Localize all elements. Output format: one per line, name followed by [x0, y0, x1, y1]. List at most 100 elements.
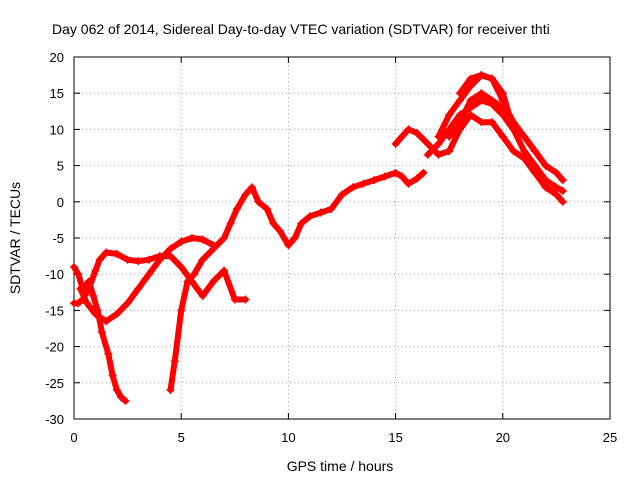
data-point	[112, 386, 121, 395]
data-point	[558, 197, 567, 206]
data-point	[145, 270, 154, 279]
data-point	[247, 183, 256, 192]
data-point	[466, 96, 475, 105]
y-axis-ticks: -30 -25 -20 -15 -10 -5 0 5 10 15 20	[45, 50, 610, 427]
data-point	[177, 237, 186, 246]
data-point	[134, 257, 143, 266]
data-point	[445, 110, 454, 119]
data-point	[530, 147, 539, 156]
data-point	[275, 226, 284, 235]
data-point	[134, 284, 143, 293]
data-point	[520, 147, 529, 156]
data-point	[520, 132, 529, 141]
data-point	[123, 255, 132, 264]
data-point	[419, 168, 428, 177]
data-point	[190, 270, 199, 279]
data-point	[398, 172, 407, 181]
data-point	[220, 234, 229, 242]
y-tick-label: 10	[50, 122, 64, 137]
data-point	[509, 118, 518, 127]
data-point	[434, 139, 443, 148]
data-point	[102, 248, 111, 257]
series-trace	[167, 169, 427, 393]
data-point	[95, 255, 104, 264]
data-point	[177, 306, 186, 315]
data-point	[541, 183, 550, 192]
data-point	[488, 96, 497, 105]
data-point	[423, 139, 432, 148]
series-trace	[424, 97, 566, 194]
data-point	[455, 89, 464, 98]
data-point	[187, 234, 196, 242]
data-point	[198, 235, 207, 244]
data-point	[423, 150, 432, 159]
x-tick-label: 10	[281, 430, 295, 445]
data-point	[226, 219, 235, 228]
data-point	[166, 252, 175, 261]
data-point	[413, 174, 422, 183]
data-point	[166, 386, 175, 395]
grid-lines	[74, 57, 610, 419]
data-point	[123, 299, 132, 308]
series-arc-late-e	[455, 71, 507, 105]
data-point	[74, 299, 83, 308]
data-point	[552, 168, 561, 177]
data-point	[183, 277, 192, 286]
data-point	[391, 139, 400, 148]
data-point	[477, 96, 486, 105]
x-axis-title: GPS time / hours	[287, 458, 394, 474]
data-point	[530, 161, 539, 170]
data-series	[70, 71, 567, 405]
data-point	[85, 277, 94, 286]
data-point	[262, 205, 271, 214]
data-point	[145, 255, 154, 264]
y-tick-label: -5	[52, 231, 64, 246]
data-point	[121, 396, 130, 405]
y-tick-label: -10	[45, 267, 64, 282]
series-arc-mid-main	[166, 168, 428, 395]
series-arc-late-d	[445, 89, 550, 170]
data-point	[232, 205, 241, 214]
data-point	[552, 183, 561, 192]
data-point	[327, 205, 336, 214]
x-tick-label: 0	[70, 430, 77, 445]
data-point	[91, 310, 100, 319]
data-point	[230, 295, 239, 304]
data-point	[220, 266, 229, 275]
data-point	[269, 219, 278, 228]
series-trace	[446, 90, 549, 169]
data-point	[198, 255, 207, 264]
data-point	[297, 219, 306, 228]
data-point	[552, 190, 561, 199]
data-point	[254, 197, 263, 206]
data-point	[97, 328, 106, 337]
data-point	[445, 147, 454, 156]
data-point	[155, 255, 164, 264]
data-point	[170, 357, 179, 366]
y-tick-label: 0	[57, 195, 64, 210]
data-point	[466, 110, 475, 119]
data-point	[434, 150, 443, 159]
data-point	[404, 125, 413, 134]
y-tick-label: 15	[50, 86, 64, 101]
data-point	[82, 299, 91, 308]
data-point	[209, 244, 218, 253]
series-arc-early-rise	[76, 234, 218, 326]
data-point	[509, 147, 518, 156]
data-point	[338, 190, 346, 199]
data-point	[541, 176, 550, 185]
data-point	[558, 176, 567, 185]
data-point	[498, 132, 507, 141]
data-point	[404, 179, 413, 188]
data-point	[558, 186, 567, 195]
y-axis-title: SDTVAR / TECUs	[7, 182, 23, 294]
data-point	[108, 371, 117, 380]
data-point	[76, 284, 85, 293]
data-point	[477, 89, 486, 98]
data-point	[370, 176, 379, 185]
data-point	[166, 244, 175, 253]
y-tick-label: -30	[45, 412, 64, 427]
y-tick-label: 20	[50, 50, 64, 65]
chart-title: Day 062 of 2014, Sidereal Day-to-day VTE…	[52, 21, 550, 37]
